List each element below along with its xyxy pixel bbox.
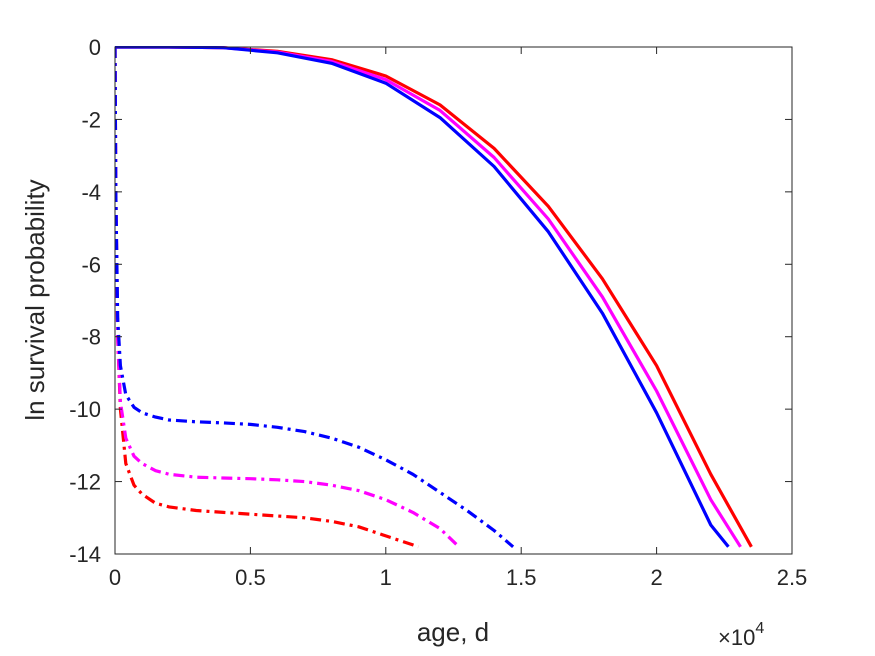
y-tick-label: -4 <box>81 180 101 205</box>
y-tick-labels: 0 -2 -4 -6 -8 -10 -12 -14 <box>69 35 101 567</box>
x-tick-label: 0 <box>109 565 121 590</box>
y-tick-label: -12 <box>69 470 101 495</box>
y-axis-label: ln survival probability <box>20 179 50 420</box>
x-tick-label: 2 <box>650 565 662 590</box>
series-line-5 <box>115 46 461 548</box>
x-tick-labels: 0 0.5 1 1.5 2 2.5 <box>109 565 807 590</box>
series-line-3 <box>115 46 730 548</box>
x-axis-label: age, d <box>417 617 489 647</box>
x-axis-multiplier-exponent: 4 <box>755 620 764 637</box>
y-tick-label: 0 <box>89 35 101 60</box>
y-tick-label: -8 <box>81 325 101 350</box>
y-tick-label: -10 <box>69 397 101 422</box>
y-tick-label: -2 <box>81 107 101 132</box>
x-tick-label: 1 <box>380 565 392 590</box>
x-axis-multiplier-base: ×10 <box>718 625 755 650</box>
x-tick-label: 1.5 <box>506 565 537 590</box>
x-tick-label: 0.5 <box>235 565 266 590</box>
axes-layer <box>114 46 793 555</box>
y-tick-label: -6 <box>81 252 101 277</box>
x-axis-multiplier: ×104 <box>718 620 764 650</box>
axes-box <box>114 46 793 555</box>
x-tick-label: 2.5 <box>777 565 808 590</box>
y-tick-label: -14 <box>69 542 101 567</box>
